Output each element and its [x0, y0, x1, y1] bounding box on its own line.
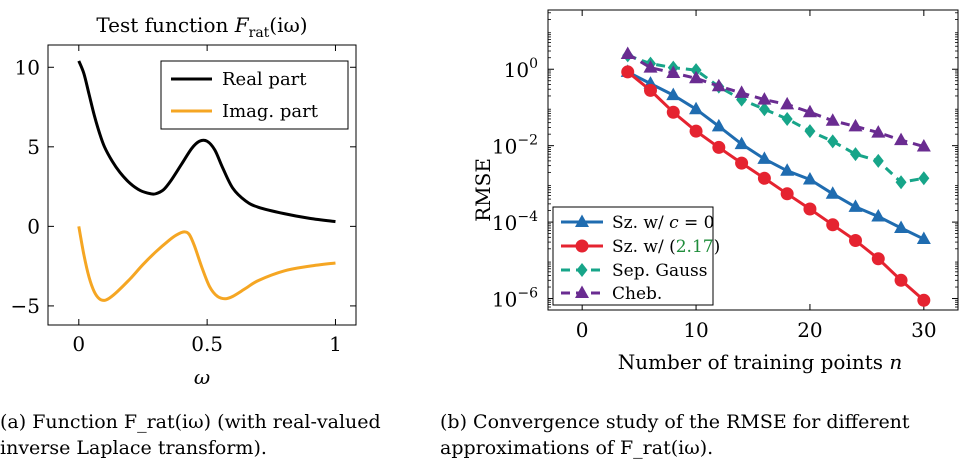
chart-b-point-sz-c0	[916, 231, 931, 245]
chart-b-point-cheb	[916, 139, 931, 152]
chart-a-xtick-label: 1	[329, 332, 342, 356]
chart-b-point-cheb	[871, 125, 886, 138]
chart-b-point-sz-217	[826, 218, 840, 232]
chart-a-legend: Real part Imag. part	[160, 60, 349, 130]
chart-a-frame	[47, 44, 357, 326]
chart-b-point-cheb	[802, 104, 817, 118]
chart-b-xtick-label: 10	[683, 318, 708, 342]
chart-b-ylabel: RMSE	[471, 158, 495, 222]
chart-b-point-cheb	[734, 85, 749, 98]
caption-b-line1: (b) Convergence study of the RMSE for di…	[440, 411, 910, 433]
chart-a-series	[77, 60, 336, 302]
chart-a-ytick-label: −5	[11, 294, 40, 318]
chart-a-ytick-label: 10	[15, 55, 40, 79]
chart-b-ytick-label: 100	[504, 56, 538, 82]
chart-b-series	[620, 46, 931, 307]
chart-b-point-cheb	[848, 118, 863, 132]
chart-b-point-cheb	[780, 96, 795, 110]
chart-b-point-sz-217	[917, 293, 931, 307]
chart-b-point-sz-c0	[780, 163, 795, 176]
chart-b-point-sz-c0	[894, 220, 909, 234]
chart-a-legend-box	[160, 60, 349, 130]
chart-b-point-cheb	[666, 65, 681, 78]
chart-b-point-sz-217	[780, 187, 794, 201]
caption-a: (a) Function F_rat(iω) (with real-valued…	[0, 409, 381, 461]
chart-b-point-sep-gauss	[827, 134, 839, 149]
chart-b-legend-box	[552, 206, 714, 306]
chart-b-point-sz-217	[644, 83, 657, 97]
chart-a-title: Test function Frat(iω)	[96, 13, 307, 41]
chart-b-point-sz-217	[621, 65, 635, 79]
chart-b-ytick-label: 10−6	[492, 286, 538, 312]
chart-b-point-cheb	[894, 132, 909, 146]
chart-b-point-sz-c0	[825, 186, 840, 199]
chart-b-legend-marker	[576, 263, 588, 277]
chart-b-point-sz-217	[803, 202, 817, 216]
chart-a-legend-label: Imag. part	[222, 101, 319, 122]
caption-b: (b) Convergence study of the RMSE for di…	[440, 409, 910, 461]
caption-a-line1: (a) Function F_rat(iω) (with real-valued	[0, 411, 381, 433]
chart-b-point-cheb	[620, 46, 635, 60]
chart-b-point-cheb	[643, 60, 658, 73]
chart-b-legend-marker	[575, 285, 589, 298]
chart-b-point-cheb	[825, 113, 840, 126]
chart-b-legend-label: Sz. w/ (2.17)	[612, 237, 720, 257]
chart-b-legend-label: Sz. w/ c = 0	[612, 213, 715, 233]
chart-b-legend-marker	[575, 214, 589, 227]
chart-b-point-sep-gauss	[804, 124, 816, 139]
chart-a-series-imag	[77, 226, 336, 302]
caption-a-line2: inverse Laplace transform).	[0, 437, 267, 459]
chart-b-point-sep-gauss	[758, 102, 770, 117]
chart-b-point-cheb	[711, 78, 726, 92]
chart-b-ticks: 0 10 20 30 100 10−2 10−4 10−6	[492, 10, 958, 342]
chart-b-point-sz-217	[757, 171, 771, 185]
chart-b-point-sep-gauss	[781, 111, 793, 126]
chart-a-legend-label: Real part	[222, 69, 307, 90]
chart-a-xtick-label: 0.5	[191, 332, 223, 356]
chart-b-point-cheb	[757, 92, 772, 105]
chart-b-legend-marker	[575, 239, 589, 253]
chart-b-point-sep-gauss	[872, 153, 884, 168]
chart-b-point-sz-217	[689, 124, 703, 138]
chart-b-point-sz-c0	[871, 209, 886, 222]
chart-b-legend-label: Sep. Gauss	[612, 261, 708, 281]
chart-b: 0 10 20 30 100 10−2 10−4 10−6 RMSE Number of tr…	[471, 9, 959, 374]
chart-b-point-sz-c0	[689, 101, 704, 115]
chart-b-point-sep-gauss	[850, 147, 861, 162]
chart-b-point-sep-gauss	[895, 175, 907, 190]
chart-b-xlabel: Number of training points n	[618, 350, 903, 374]
chart-b-point-sz-c0	[848, 199, 863, 212]
chart-b-point-sz-217	[666, 105, 680, 119]
chart-b-point-sep-gauss	[690, 63, 702, 78]
chart-b-point-sz-217	[871, 252, 885, 266]
chart-b-point-cheb	[689, 70, 704, 84]
chart-a-ticks: 0 0.5 1 10 5 0 −5	[11, 45, 356, 356]
chart-b-point-sep-gauss	[918, 171, 930, 186]
chart-a-ytick-label: 0	[27, 214, 40, 238]
chart-b-xtick-label: 0	[576, 318, 589, 342]
chart-b-xtick-label: 20	[797, 318, 822, 342]
chart-b-legend-label: Cheb.	[612, 284, 662, 304]
chart-a-ytick-label: 5	[27, 135, 40, 159]
chart-b-point-sz-c0	[757, 151, 772, 164]
chart-b-point-sz-217	[849, 234, 862, 248]
chart-a-xlabel: ω	[194, 365, 210, 389]
chart-b-point-sz-c0	[711, 118, 726, 132]
chart-b-point-sz-217	[894, 273, 908, 287]
chart-b-point-sz-c0	[802, 172, 817, 185]
chart-b-point-sz-c0	[734, 136, 749, 150]
chart-a: Test function Frat(iω) 0 0.5 1 10 5 0 −5 ω Rea…	[11, 13, 357, 389]
chart-b-point-sz-c0	[666, 87, 681, 101]
chart-b-legend: Sz. w/ c = 0 Sz. w/ (2.17) Sep. Gauss Cheb.	[552, 206, 720, 306]
chart-b-xtick-label: 30	[911, 318, 936, 342]
chart-b-ytick-label: 10−4	[492, 209, 538, 235]
caption-b-line2: approximations of F_rat(iω).	[440, 437, 714, 459]
chart-b-point-sz-217	[735, 156, 749, 170]
chart-a-xtick-label: 0	[72, 332, 85, 356]
chart-b-point-sz-217	[712, 140, 726, 154]
chart-a-series-real	[77, 60, 336, 224]
chart-b-ytick-label: 10−2	[492, 133, 538, 159]
chart-b-frame	[547, 9, 959, 311]
